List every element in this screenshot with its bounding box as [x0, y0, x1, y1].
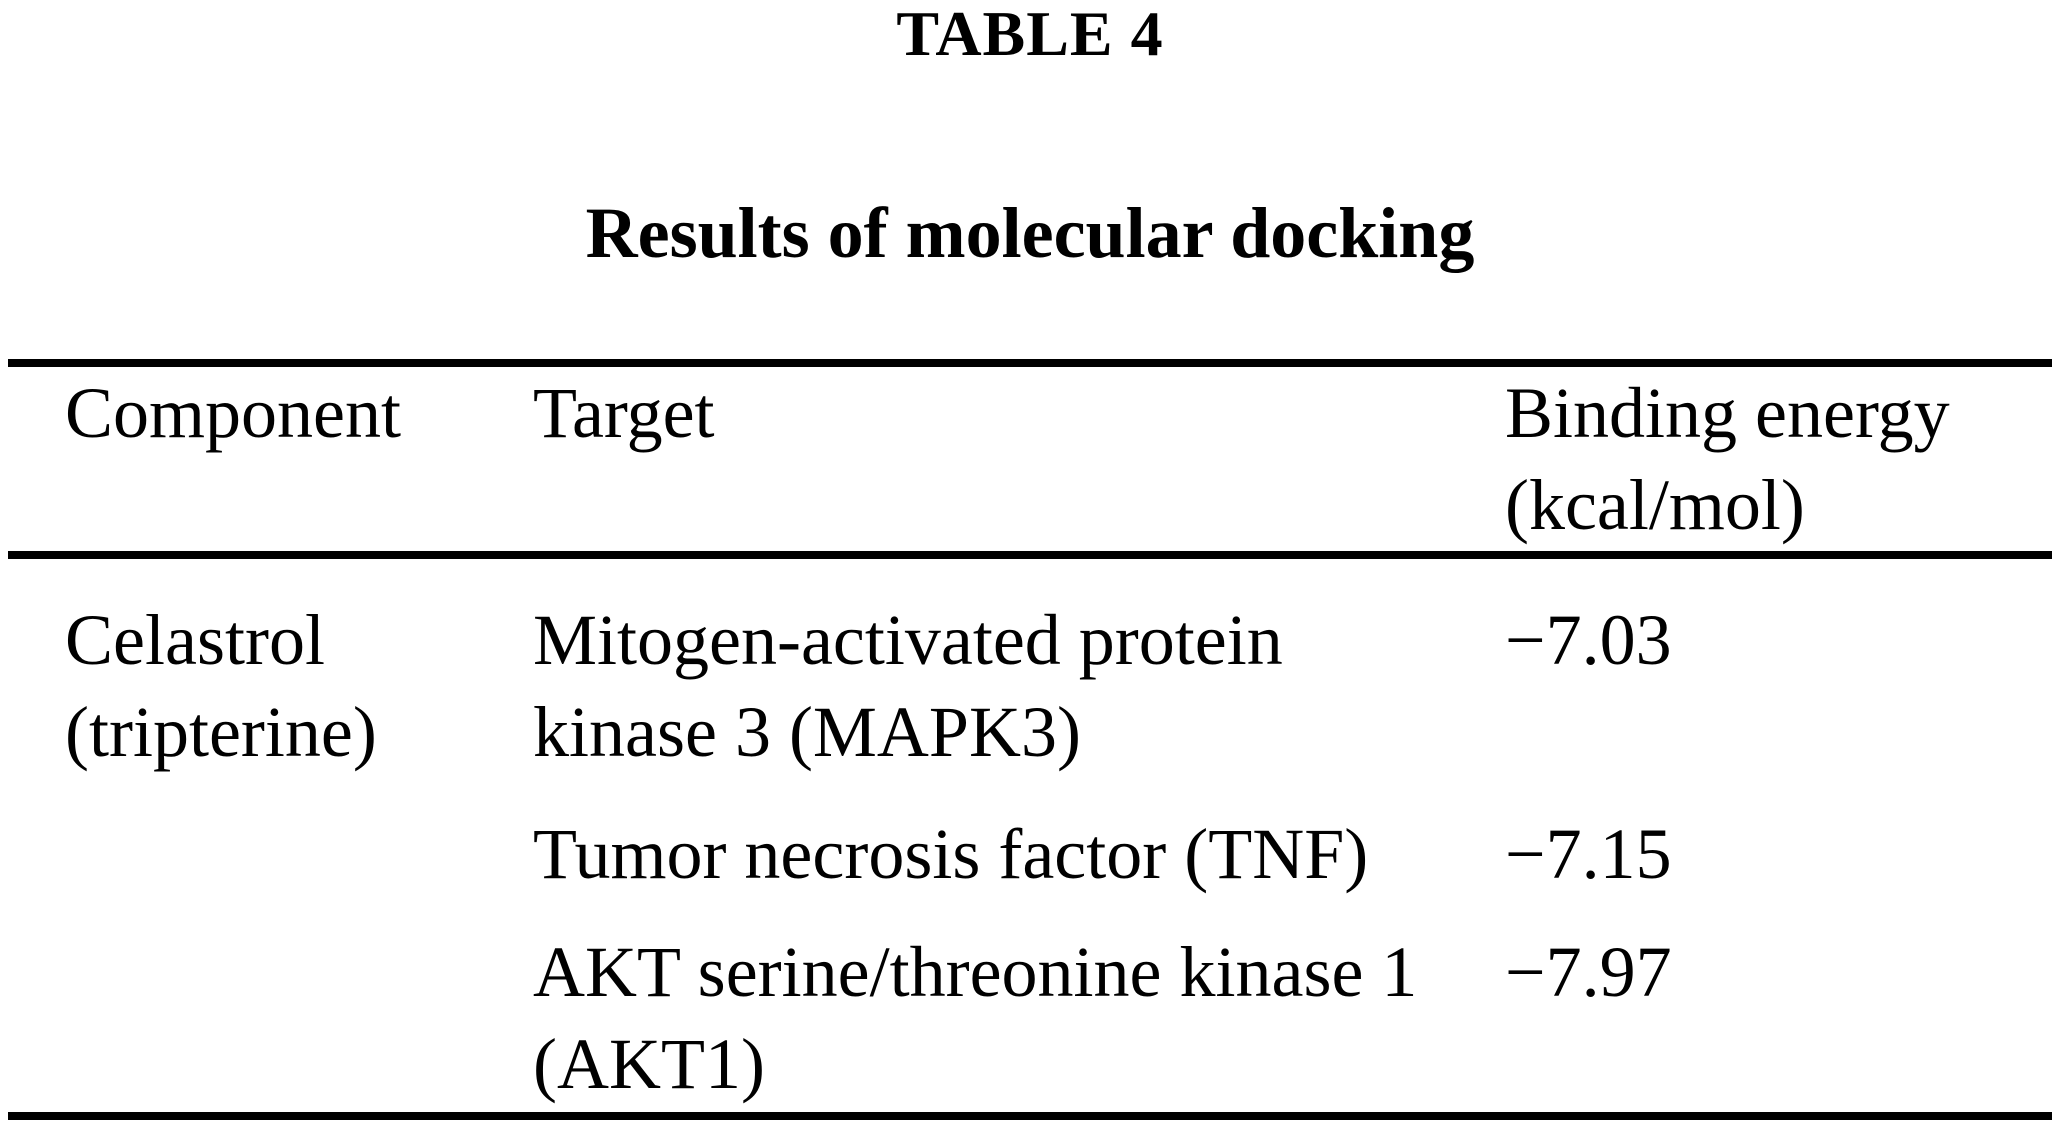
table-cell-target: Mitogen-activated protein kinase 3 (MAPK…	[533, 555, 1505, 778]
table-cell-binding-energy: −7.03	[1505, 555, 2052, 778]
column-header-component-label: Component	[65, 373, 401, 453]
column-header-target-label: Target	[533, 373, 715, 453]
table-cell-component	[8, 900, 533, 1116]
target-text: Tumor necrosis factor (TNF)	[533, 814, 1369, 894]
column-header-binding-energy-line1: Binding energy	[1505, 373, 1950, 453]
target-text: (AKT1)	[533, 1024, 765, 1104]
column-header-binding-energy: Binding energy (kcal/mol)	[1505, 363, 2052, 555]
binding-energy-value: −7.03	[1505, 600, 1672, 680]
component-text: (tripterine)	[65, 692, 377, 772]
target-text: AKT serine/threonine kinase 1	[533, 932, 1418, 1012]
component-text: Celastrol	[65, 600, 325, 680]
table-cell-binding-energy: −7.97	[1505, 900, 2052, 1116]
table-cell-component: Celastrol (tripterine)	[8, 555, 533, 778]
column-header-component: Component	[8, 363, 533, 555]
table-header: Component Target Binding energy (kcal/mo…	[8, 363, 2052, 555]
target-text: Mitogen-activated protein	[533, 600, 1283, 680]
table-row: Tumor necrosis factor (TNF) −7.15	[8, 778, 2052, 900]
table-cell-binding-energy: −7.15	[1505, 778, 2052, 900]
column-header-binding-energy-line2: (kcal/mol)	[1505, 465, 1805, 545]
binding-energy-value: −7.97	[1505, 932, 1672, 1012]
table-row: AKT serine/threonine kinase 1 (AKT1) −7.…	[8, 900, 2052, 1116]
header-row: Component Target Binding energy (kcal/mo…	[8, 363, 2052, 555]
docking-results-table: Component Target Binding energy (kcal/mo…	[8, 359, 2052, 1120]
table-label: TABLE 4	[896, 0, 1164, 69]
table-cell-target: Tumor necrosis factor (TNF)	[533, 778, 1505, 900]
table-row: Celastrol (tripterine) Mitogen-activated…	[8, 555, 2052, 778]
target-text: kinase 3 (MAPK3)	[533, 692, 1081, 772]
table-body: Celastrol (tripterine) Mitogen-activated…	[8, 555, 2052, 1116]
table-title: Results of molecular docking	[585, 193, 1475, 273]
table-cell-component	[8, 778, 533, 900]
table-cell-target: AKT serine/threonine kinase 1 (AKT1)	[533, 900, 1505, 1116]
binding-energy-value: −7.15	[1505, 814, 1672, 894]
column-header-target: Target	[533, 363, 1505, 555]
